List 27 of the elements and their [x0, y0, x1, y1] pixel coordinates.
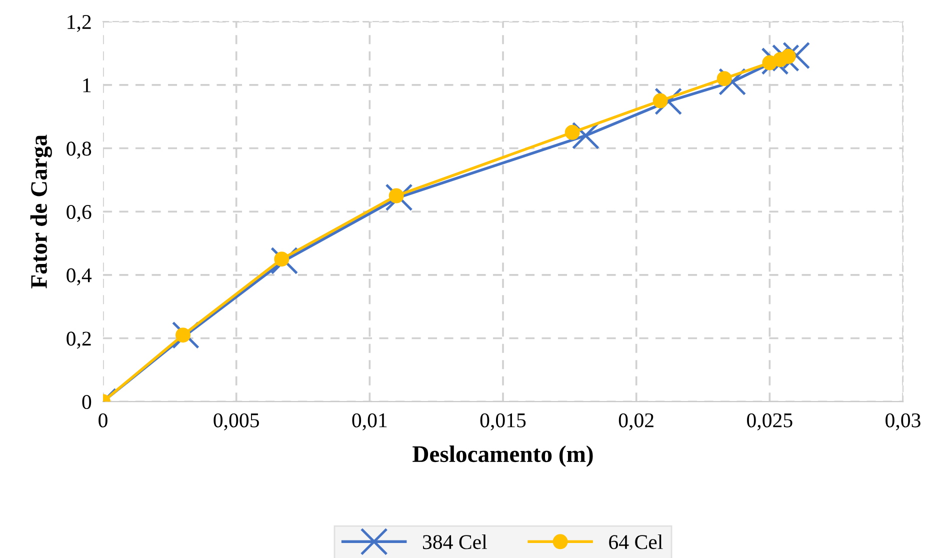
x-axis-title: Deslocamento (m): [412, 445, 593, 467]
point: [564, 124, 580, 140]
point: [652, 93, 668, 108]
y-tick-label: 1,2: [68, 15, 91, 32]
y-tick-label: 1: [83, 78, 91, 92]
legend-label: 384 Cel: [422, 534, 487, 550]
point: [718, 68, 746, 96]
y-tick-label: 0,4: [66, 268, 92, 286]
point: [176, 328, 190, 343]
x-tick-label: 0,01: [352, 413, 387, 430]
point: [388, 188, 404, 204]
y-tick-label: 0,8: [66, 142, 92, 159]
point: [274, 252, 290, 267]
x-tick-label: 0,03: [886, 413, 920, 430]
point: [572, 122, 600, 150]
x-tick-label: 0,02: [618, 413, 654, 430]
point: [780, 48, 796, 64]
point: [716, 71, 732, 86]
legend-label: 64 Cel: [609, 534, 663, 550]
x-tick-label: 0,015: [480, 413, 526, 430]
y-tick-label: 0,6: [66, 204, 92, 222]
x-tick-label: 0: [98, 413, 108, 428]
y-tick-label: 0,2: [66, 332, 91, 349]
x-tick-label: 0,025: [747, 413, 792, 430]
y-axis-title: Fator de Carga: [30, 134, 52, 288]
y-tick-label: 0: [82, 394, 92, 410]
x-tick-label: 0,005: [214, 413, 259, 430]
